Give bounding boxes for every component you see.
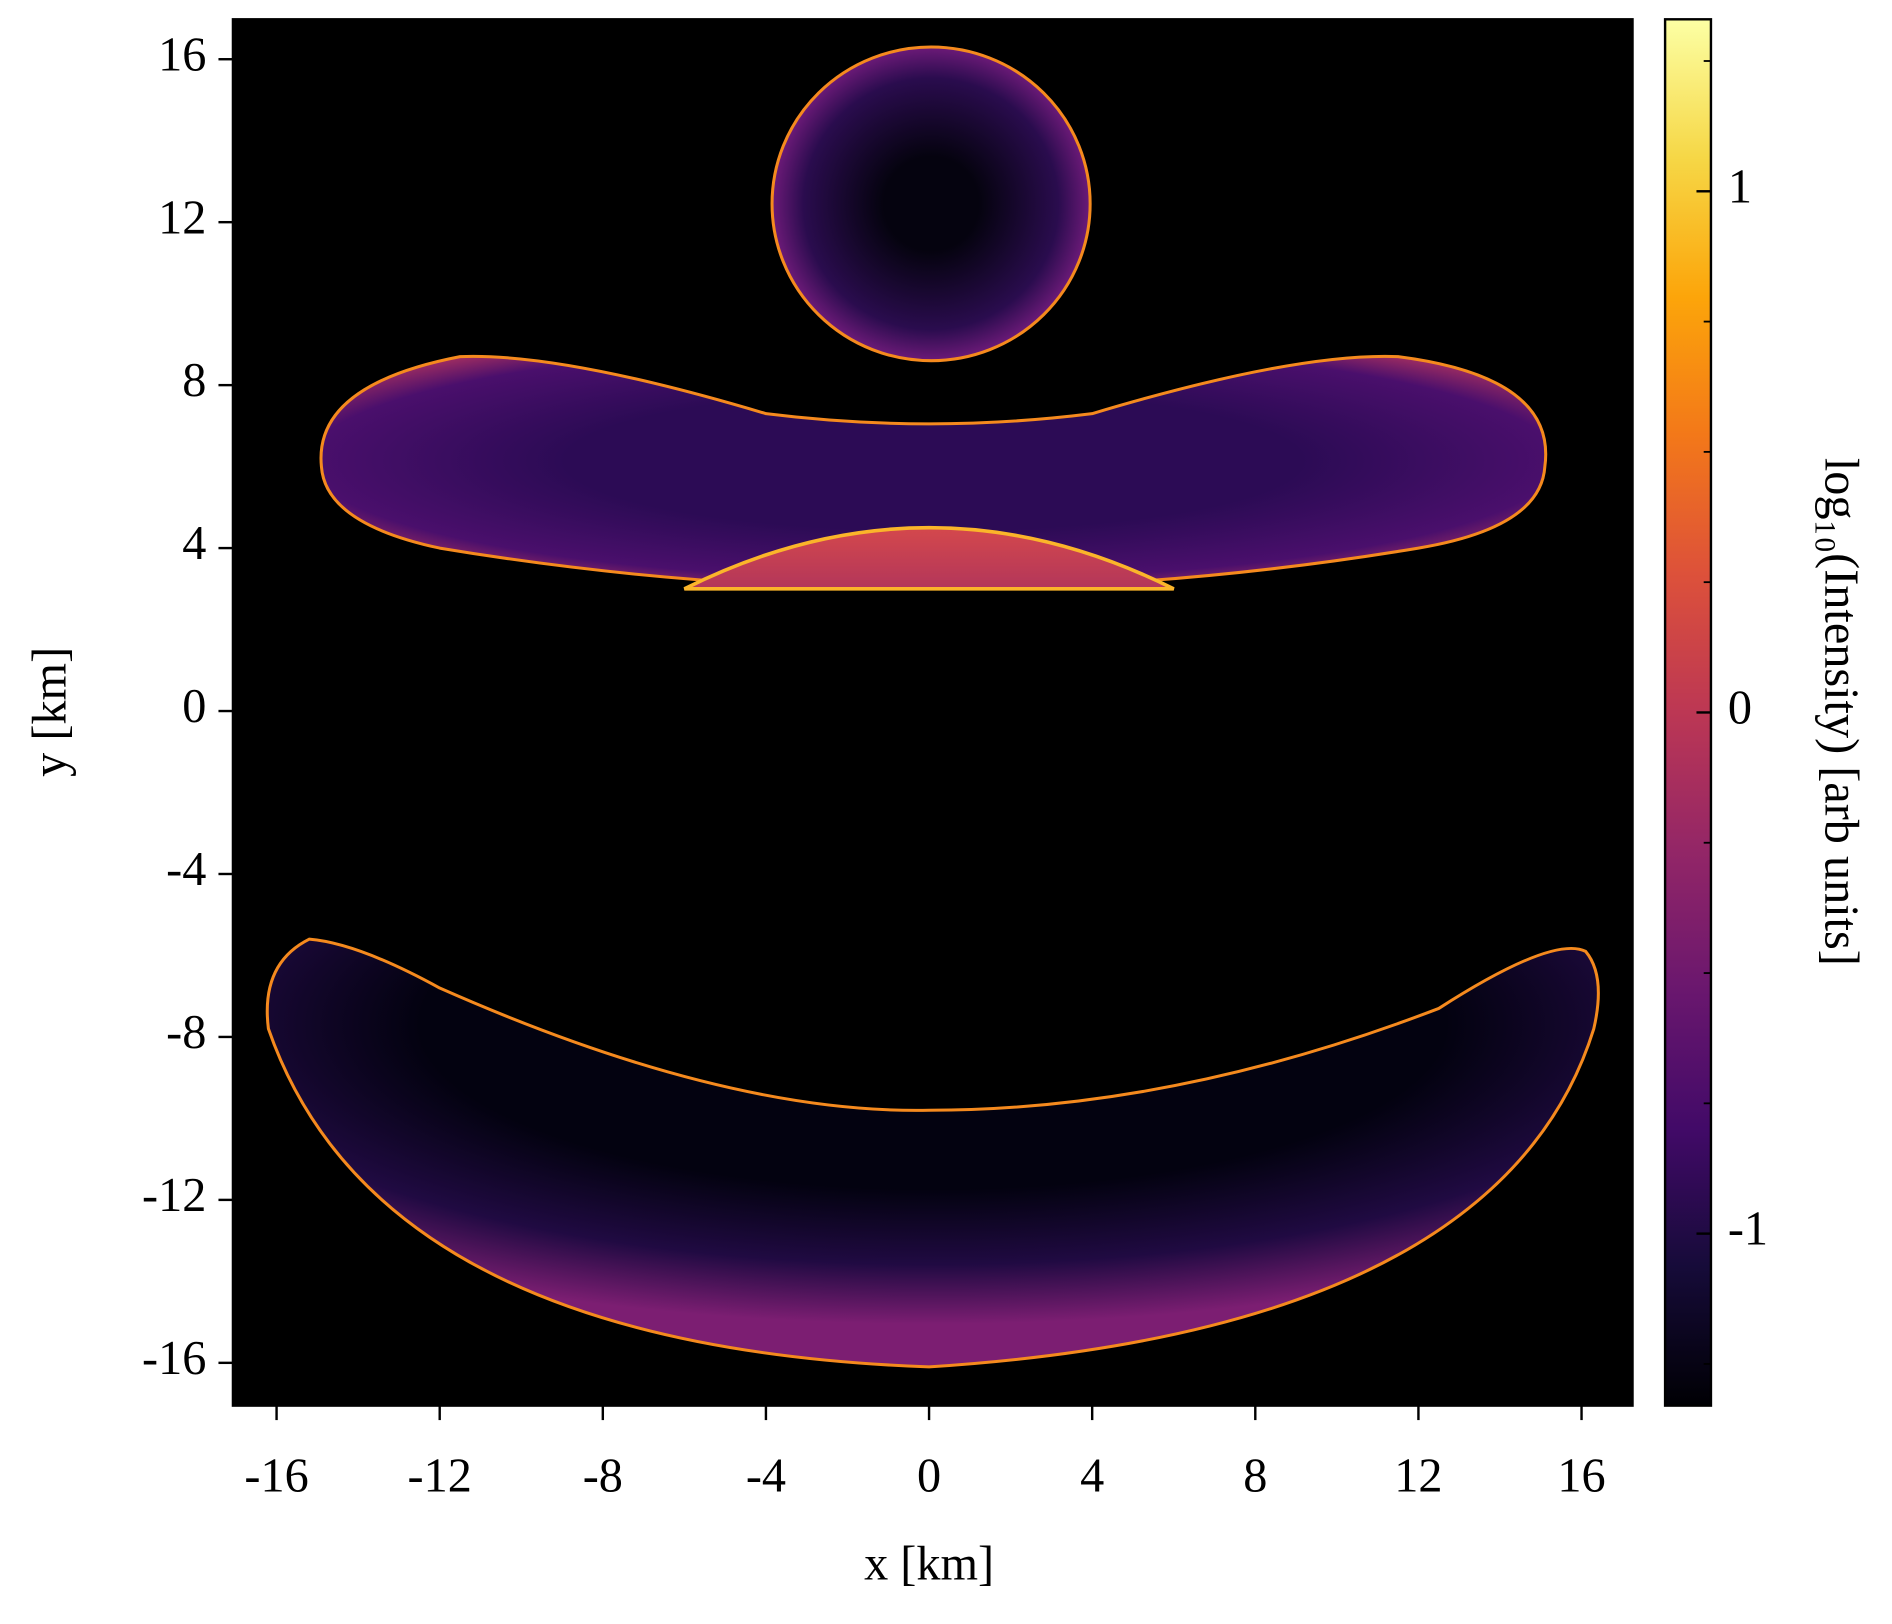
y-tick-label: -8 (166, 1006, 206, 1059)
x-tick-label: 8 (1243, 1450, 1267, 1503)
y-tick-label: -16 (142, 1332, 206, 1385)
colorbar-tick-label: -1 (1728, 1203, 1768, 1256)
x-tick-label: -8 (583, 1450, 623, 1503)
colorbar-tick-label: 0 (1728, 682, 1752, 735)
x-tick-label: 12 (1394, 1450, 1442, 1503)
y-tick-label: -12 (142, 1169, 206, 1222)
plot-area (232, 19, 1633, 1406)
y-axis-label: y [km] (23, 647, 76, 777)
intensity-region (265, 937, 1600, 1369)
x-tick-label: -12 (408, 1450, 472, 1503)
colorbar-tick-label: 1 (1728, 160, 1752, 213)
y-tick-label: -4 (166, 843, 206, 896)
y-tick-label: 4 (182, 517, 206, 570)
y-tick-label: 8 (182, 354, 206, 407)
intensity-region (683, 526, 1175, 591)
intensity-region (770, 45, 1092, 363)
y-tick-label: 12 (158, 191, 206, 244)
x-axis-label: x [km] (864, 1538, 994, 1591)
x-tick-label: 0 (917, 1450, 941, 1503)
x-tick-label: 16 (1557, 1450, 1605, 1503)
y-tick-label: 16 (158, 28, 206, 81)
y-tick-label: 0 (182, 680, 206, 733)
plot-frame (231, 18, 1634, 1407)
x-tick-label: -16 (244, 1450, 308, 1503)
colorbar-label: log₁₀(Intensity) [arb units] (1814, 458, 1867, 966)
x-tick-label: 4 (1080, 1450, 1104, 1503)
x-tick-label: -4 (746, 1450, 786, 1503)
